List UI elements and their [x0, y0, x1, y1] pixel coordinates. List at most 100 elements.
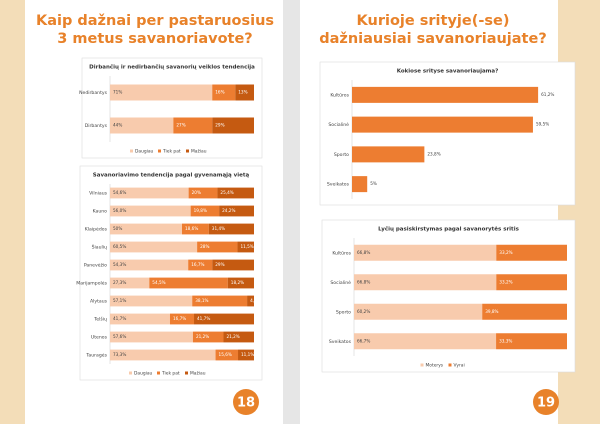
value-label: 27%: [176, 123, 185, 128]
value-label: 16%: [215, 90, 224, 95]
legend-label: Mažiau: [191, 148, 207, 155]
legend-label: Daugiau: [134, 371, 153, 377]
bar-segment: [110, 259, 189, 271]
value-label: 31,4%: [212, 226, 225, 231]
value-label: 21,2%: [196, 334, 209, 339]
value-label: 54,6%: [113, 190, 126, 195]
bar-segment: [235, 84, 254, 101]
bar-segment: [194, 313, 254, 325]
legend-swatch: [448, 363, 452, 367]
legend-swatch: [130, 149, 133, 153]
bar-segment: [247, 295, 254, 307]
category-label: Panevėžio: [84, 262, 107, 269]
bar-segment: [482, 303, 567, 320]
value-label: 73,3%: [113, 352, 126, 357]
legend-swatch: [158, 149, 161, 153]
bar-segment: [227, 277, 254, 289]
bar-segment: [110, 223, 182, 235]
bar-segment: [223, 331, 254, 343]
value-label: 60,5%: [113, 244, 126, 249]
value-label: 16,7%: [173, 316, 186, 321]
category-label: Marijampolės: [76, 281, 107, 287]
value-label: 13%: [238, 90, 247, 95]
category-label: Telšių: [93, 316, 107, 323]
value-label: 54,5%: [152, 280, 165, 285]
bar-segment: [197, 241, 238, 253]
bar-segment: [212, 259, 254, 271]
page-title: Kurioje srityje(-se) dažniausiai savanor…: [319, 13, 547, 47]
value-label: 33,3%: [499, 338, 512, 343]
chart-frame: [79, 165, 263, 381]
bar-segment: [110, 187, 189, 199]
value-label: 41,7%: [113, 316, 126, 321]
bar-segment: [496, 333, 567, 350]
bar-segment: [149, 277, 228, 289]
bar-segment: [352, 146, 425, 163]
value-label: 59,5%: [536, 122, 549, 127]
category-label: Kultūros: [332, 250, 351, 256]
chart-title: Kokiose srityse savanoriaujama?: [397, 69, 499, 75]
page-number-badge: [533, 389, 559, 415]
value-label: 38,1%: [195, 298, 208, 303]
bar-segment: [238, 349, 254, 361]
bar-segment: [496, 244, 567, 261]
value-label: 29%: [215, 123, 224, 128]
category-label: Kultūros: [330, 92, 349, 98]
value-label: 66,8%: [357, 279, 370, 284]
chart-title: Dirbančių ir nedirbančių savanorių veikl…: [89, 64, 255, 71]
category-label: Sporto: [334, 152, 349, 158]
bar-segment: [354, 274, 497, 291]
category-label: Nedirbantys: [79, 90, 108, 96]
bar-segment: [110, 331, 193, 343]
value-label: 4,8%: [250, 298, 261, 303]
bar-segment: [215, 349, 239, 361]
value-label: 71%: [113, 90, 122, 95]
bar-segment: [182, 223, 209, 235]
category-label: Dirbantys: [85, 123, 108, 129]
bar-segment: [190, 205, 220, 217]
bar-segment: [354, 244, 497, 261]
bar-segment: [110, 84, 213, 101]
category-label: Socialinė: [330, 280, 351, 286]
category-label: Klaipėdos: [85, 227, 108, 233]
value-label: 20%: [192, 190, 201, 195]
bar-segment: [212, 117, 254, 134]
bar-segment: [217, 187, 254, 199]
bar-segment: [110, 277, 150, 289]
legend-swatch: [185, 371, 188, 375]
value-label: 41,7%: [197, 316, 210, 321]
legend-swatch: [186, 149, 189, 153]
value-label: 21,2%: [226, 334, 239, 339]
value-label: 16,7%: [191, 262, 204, 267]
value-label: 19,8%: [194, 208, 207, 213]
category-label: Utenos: [91, 335, 108, 341]
bar-segment: [354, 333, 497, 350]
gutter: [283, 0, 300, 424]
value-label: 27,3%: [113, 280, 126, 285]
value-label: 57,6%: [113, 334, 126, 339]
bar-segment: [110, 349, 216, 361]
value-label: 39,8%: [485, 309, 498, 314]
bar-segment: [237, 241, 254, 253]
value-label: 24,2%: [222, 208, 235, 213]
category-label: Sveikatos: [329, 339, 352, 345]
value-label: 11,1%: [241, 352, 254, 357]
category-label: Vilniaus: [89, 191, 108, 197]
value-label: 33,2%: [499, 279, 512, 284]
legend-label: Tiek pat: [161, 371, 180, 377]
value-label: 61,2%: [541, 92, 554, 97]
category-label: Tauragės: [85, 353, 107, 359]
bar-segment: [110, 205, 191, 217]
bar-segment: [354, 303, 483, 320]
bar-segment: [188, 259, 213, 271]
chart-title: Lyčių pasiskirstymas pagal savanorytės s…: [378, 226, 519, 233]
bar-segment: [192, 331, 224, 343]
bar-segment: [192, 295, 248, 307]
bar-segment: [169, 313, 195, 325]
value-label: 66,8%: [357, 250, 370, 255]
value-label: 28%: [200, 244, 209, 249]
value-label: 18,6%: [185, 226, 198, 231]
category-label: Šiaulių: [92, 244, 107, 251]
legend-label: Tiek pat: [162, 149, 181, 155]
